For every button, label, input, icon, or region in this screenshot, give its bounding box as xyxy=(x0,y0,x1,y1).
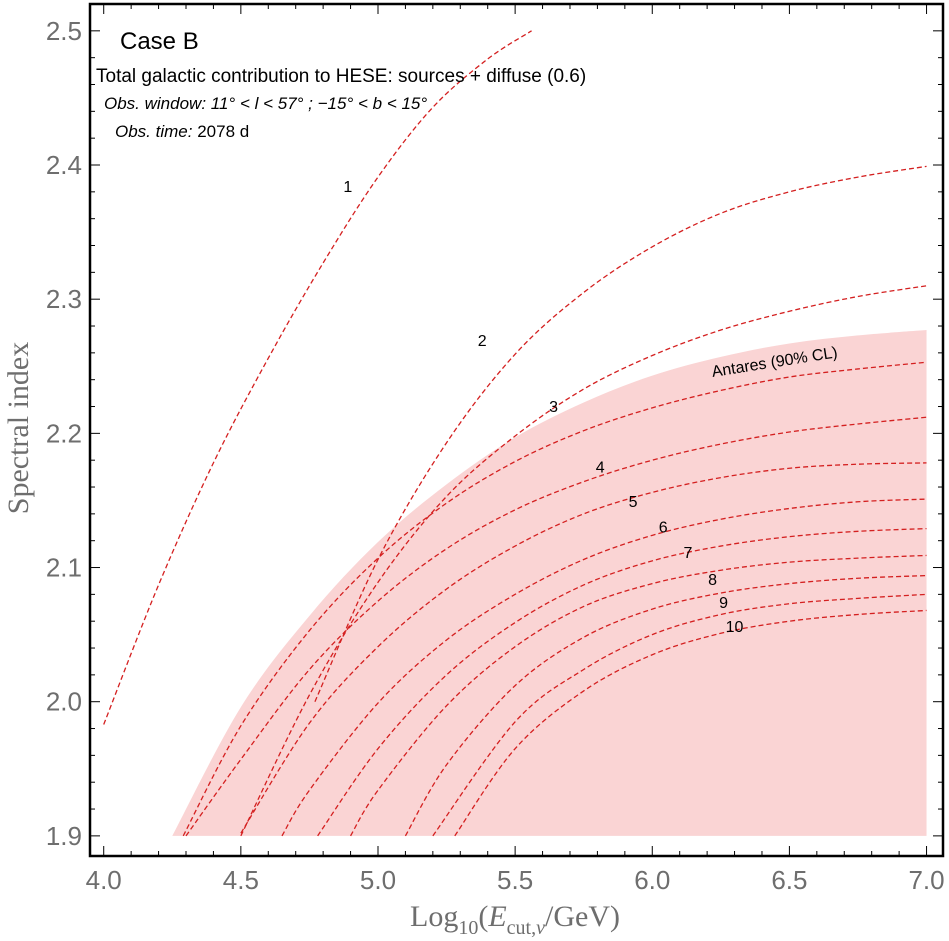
x-axis-title-paren: ( xyxy=(478,900,488,933)
x-axis-title-e: E xyxy=(487,900,506,933)
antares-region-layer xyxy=(172,330,927,836)
curve-2 xyxy=(314,165,927,702)
tick-layer: 4.0 4.5 5.0 5.5 6.0 6.5 7.0 1.9 2.0 2.1 2.2 2.3 2.4 2… xyxy=(46,4,945,895)
chart-title: Case B xyxy=(120,28,199,55)
obs-time-label: Obs. time: xyxy=(115,122,193,141)
x-axis-title-unit: /GeV) xyxy=(545,900,620,933)
y-tick-label: 2.0 xyxy=(46,687,82,717)
frame-layer xyxy=(88,2,945,858)
x-tick-label: 6.0 xyxy=(634,865,670,895)
x-tick-label: 4.5 xyxy=(223,865,259,895)
y-tick-label: 2.1 xyxy=(46,553,82,583)
curve-label-7: 7 xyxy=(683,545,692,562)
curve-label-1: 1 xyxy=(343,179,352,196)
antares-region xyxy=(172,330,927,836)
y-tick-label: 2.4 xyxy=(46,150,82,180)
x-axis-title-nu: ν xyxy=(536,917,545,939)
curve-1 xyxy=(103,30,532,725)
curve-label-10: 10 xyxy=(726,619,744,636)
x-axis-title-cut: cut, xyxy=(507,917,536,939)
plot-frame xyxy=(88,2,945,858)
curve-8 xyxy=(317,527,927,837)
curve-extra-10 xyxy=(432,593,927,837)
x-axis-title-sub: 10 xyxy=(458,917,478,939)
x-tick-label: 7.0 xyxy=(908,865,944,895)
x-axis-title: Log10(Ecut,ν/GeV) xyxy=(410,900,620,939)
x-tick-label: 5.5 xyxy=(497,865,533,895)
y-tick-label: 2.3 xyxy=(46,284,82,314)
y-tick-label: 2.2 xyxy=(46,418,82,448)
x-tick-label: 6.5 xyxy=(771,865,807,895)
curve-label-3: 3 xyxy=(549,399,558,416)
y-tick-label: 2.5 xyxy=(46,16,82,46)
curve-label-2: 2 xyxy=(478,333,487,350)
curve-9 xyxy=(350,554,927,837)
curve-3 xyxy=(240,285,927,837)
y-tick-label: 1.9 xyxy=(46,821,82,851)
obs-time-annotation: Obs. time: 2078 d xyxy=(115,122,249,141)
obs-window-label: Obs. window: xyxy=(104,94,206,113)
obs-window-annotation: Obs. window: 11° < l < 57° ; −15° < b < … xyxy=(104,94,427,113)
y-axis-title: Spectral index xyxy=(2,342,35,514)
curve-label-8: 8 xyxy=(708,572,717,589)
curve-label-6: 6 xyxy=(659,520,668,537)
curve-10 xyxy=(404,574,927,837)
obs-time-value: 2078 d xyxy=(197,122,249,141)
x-tick-label: 5.0 xyxy=(360,865,396,895)
obs-window-value: 11° < l < 57° ; −15° < b < 15° xyxy=(211,94,428,113)
chart-subtitle: Total galactic contribution to HESE: sou… xyxy=(96,66,586,87)
curve-extra-11 xyxy=(454,609,927,837)
curve-4 xyxy=(182,361,927,837)
curve-6 xyxy=(240,462,927,834)
curve-label-5: 5 xyxy=(629,494,638,511)
x-tick-label: 4.0 xyxy=(86,865,122,895)
curve-7 xyxy=(281,498,927,837)
curve-label-4: 4 xyxy=(596,459,605,476)
curve-label-9: 9 xyxy=(719,595,728,612)
curve-5 xyxy=(185,416,927,837)
x-axis-title-prefix: Log xyxy=(410,900,458,933)
curve-layer xyxy=(103,30,927,837)
